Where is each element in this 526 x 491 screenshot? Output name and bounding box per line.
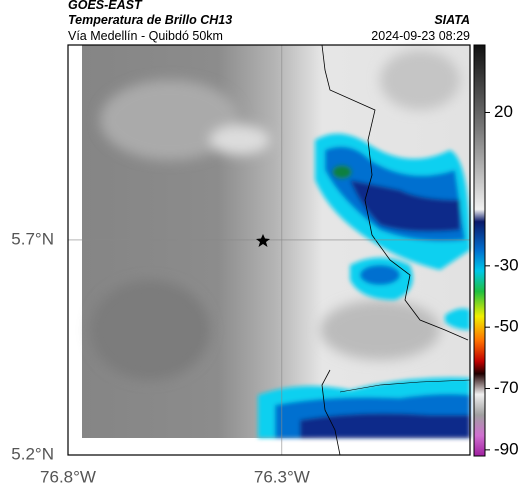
subtitle: Vía Medellín - Quibdó 50km [68, 29, 223, 43]
colorbar-tick-label: -70 [494, 378, 519, 397]
agency: SIATA [434, 13, 470, 27]
source: GOES-EAST [68, 0, 143, 12]
colorbar-tick-label: -30 [494, 255, 519, 274]
y-tick-label: 5.7°N [11, 229, 54, 248]
timestamp: 2024-09-23 08:29 [371, 29, 470, 43]
graticule [68, 45, 470, 455]
location-marker [256, 234, 270, 247]
map-frame [67, 44, 471, 456]
colorbar-tick-label: -90 [494, 439, 519, 458]
title: Temperatura de Brillo CH13 [68, 13, 232, 27]
colorbar-tick-label: -50 [494, 317, 519, 336]
x-tick-label: 76.8°W [40, 467, 96, 486]
satellite-image [82, 44, 471, 456]
y-tick-label: 5.2°N [11, 444, 54, 463]
colorbar [473, 44, 486, 457]
x-tick-label: 76.3°W [254, 467, 310, 486]
colorbar-tick-label: 20 [494, 102, 513, 121]
